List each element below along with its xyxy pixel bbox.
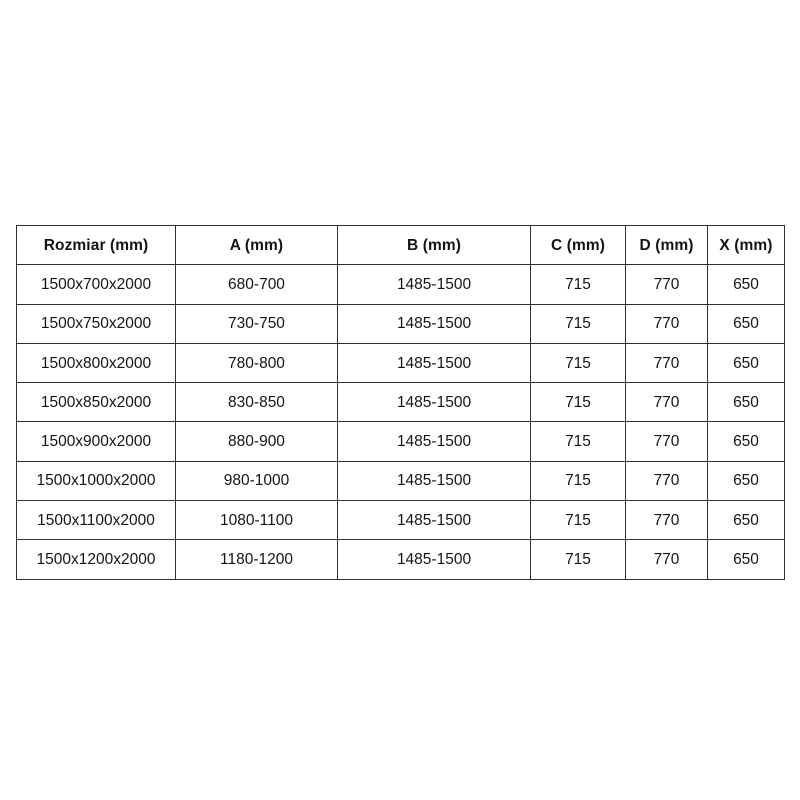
cell-b: 1485-1500 [337, 303, 531, 344]
cell-x: 650 [707, 460, 785, 502]
cell-b: 1485-1500 [337, 421, 531, 462]
cell-x: 650 [707, 421, 785, 462]
cell-b: 1485-1500 [337, 342, 531, 384]
cell-x: 650 [707, 382, 785, 423]
column-header-c: C (mm) [530, 224, 626, 266]
table-row: 1500x1000x2000 980-1000 1485-1500 715 77… [16, 460, 785, 502]
column-header-b: B (mm) [337, 224, 531, 266]
cell-b: 1485-1500 [337, 382, 531, 423]
table-row: 1500x750x2000 730-750 1485-1500 715 770 … [16, 303, 785, 344]
table-row: 1500x700x2000 680-700 1485-1500 715 770 … [16, 264, 785, 305]
cell-d: 770 [625, 421, 708, 462]
cell-c: 715 [530, 460, 626, 502]
cell-a: 780-800 [175, 342, 338, 384]
cell-a: 1080-1100 [175, 500, 338, 541]
column-header-size: Rozmiar (mm) [16, 224, 176, 266]
cell-d: 770 [625, 264, 708, 305]
cell-c: 715 [530, 342, 626, 384]
cell-a: 1180-1200 [175, 539, 338, 580]
cell-d: 770 [625, 342, 708, 384]
table-row: 1500x1100x2000 1080-1100 1485-1500 715 7… [16, 500, 785, 541]
cell-d: 770 [625, 460, 708, 502]
cell-x: 650 [707, 264, 785, 305]
cell-size: 1500x1000x2000 [16, 460, 176, 502]
cell-b: 1485-1500 [337, 264, 531, 305]
cell-b: 1485-1500 [337, 539, 531, 580]
cell-c: 715 [530, 264, 626, 305]
cell-d: 770 [625, 382, 708, 423]
table-header: Rozmiar (mm) A (mm) B (mm) C (mm) D (mm)… [16, 224, 785, 266]
cell-c: 715 [530, 303, 626, 344]
cell-size: 1500x1200x2000 [16, 539, 176, 580]
cell-size: 1500x800x2000 [16, 342, 176, 384]
table-row: 1500x800x2000 780-800 1485-1500 715 770 … [16, 342, 785, 384]
cell-a: 730-750 [175, 303, 338, 344]
column-header-d: D (mm) [625, 224, 708, 266]
cell-d: 770 [625, 539, 708, 580]
cell-size: 1500x850x2000 [16, 382, 176, 423]
cell-size: 1500x750x2000 [16, 303, 176, 344]
cell-c: 715 [530, 421, 626, 462]
cell-size: 1500x1100x2000 [16, 500, 176, 541]
table-row: 1500x1200x2000 1180-1200 1485-1500 715 7… [16, 539, 785, 580]
cell-c: 715 [530, 539, 626, 580]
cell-d: 770 [625, 303, 708, 344]
dimensions-table: Rozmiar (mm) A (mm) B (mm) C (mm) D (mm)… [16, 224, 785, 580]
cell-a: 980-1000 [175, 460, 338, 502]
column-header-a: A (mm) [175, 224, 338, 266]
cell-b: 1485-1500 [337, 460, 531, 502]
cell-x: 650 [707, 539, 785, 580]
cell-size: 1500x700x2000 [16, 264, 176, 305]
cell-d: 770 [625, 500, 708, 541]
table-row: 1500x850x2000 830-850 1485-1500 715 770 … [16, 382, 785, 423]
column-header-x: X (mm) [707, 224, 785, 266]
cell-b: 1485-1500 [337, 500, 531, 541]
table-body: 1500x700x2000 680-700 1485-1500 715 770 … [16, 264, 785, 580]
cell-a: 830-850 [175, 382, 338, 423]
cell-a: 880-900 [175, 421, 338, 462]
cell-x: 650 [707, 303, 785, 344]
cell-x: 650 [707, 500, 785, 541]
cell-c: 715 [530, 500, 626, 541]
cell-c: 715 [530, 382, 626, 423]
cell-a: 680-700 [175, 264, 338, 305]
cell-x: 650 [707, 342, 785, 384]
table-row: 1500x900x2000 880-900 1485-1500 715 770 … [16, 421, 785, 462]
spec-table-container: Rozmiar (mm) A (mm) B (mm) C (mm) D (mm)… [16, 224, 785, 580]
table-header-row: Rozmiar (mm) A (mm) B (mm) C (mm) D (mm)… [16, 224, 785, 266]
cell-size: 1500x900x2000 [16, 421, 176, 462]
